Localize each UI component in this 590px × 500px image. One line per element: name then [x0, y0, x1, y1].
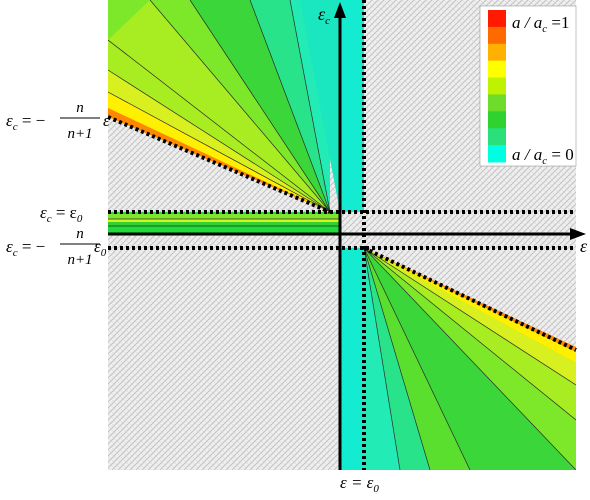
legend-swatches: [488, 10, 506, 163]
ratio-numerator: n: [76, 100, 84, 116]
fan-sector: [108, 0, 330, 212]
line-eps-c-neg-ratio: [107, 115, 331, 214]
legend: a / ac =1 a / ac = 0: [479, 5, 577, 167]
legend-top-label: a / ac =1: [512, 13, 569, 35]
left-labels: εc = − n n+1 ε εc = ε0 εc = − n n+1 ε0: [6, 100, 110, 268]
hatched-region: [108, 248, 340, 470]
label-eps-eq-eps0: ε = ε0: [340, 473, 379, 495]
label-eps-c-eq-eps0: εc = ε0: [40, 203, 83, 225]
label-eps-c-neg-ratio: εc = −: [6, 111, 45, 133]
legend-swatch: [488, 111, 506, 129]
band-stripe: [108, 214, 340, 219]
axes: [108, 2, 586, 470]
x-axis-arrow: [570, 228, 586, 240]
ratio-denominator: n+1: [67, 126, 92, 142]
band-stripe: [108, 219, 340, 222]
y-axis-arrow: [334, 2, 346, 18]
band-stripe: [108, 222, 340, 226]
fan-sector: [108, 108, 330, 212]
label-eps0-suffix: ε0: [94, 237, 107, 259]
legend-swatch: [488, 128, 506, 146]
legend-bottom-label: a / ac = 0: [512, 145, 574, 167]
label-eps-c-neg-ratio-eps0: εc = −: [6, 237, 45, 259]
fan-sector: [364, 248, 576, 363]
legend-swatch: [488, 60, 506, 79]
contour-lines: [108, 0, 576, 470]
fan-sector: [364, 248, 576, 352]
legend-swatch: [488, 94, 506, 112]
legend-swatch: [488, 10, 506, 28]
band-gap: [340, 212, 364, 248]
cyan-wedge: [300, 0, 340, 212]
y-axis-label: εc: [318, 4, 330, 27]
legend-swatch: [488, 26, 506, 45]
ratio-denominator: n+1: [67, 252, 92, 268]
legend-swatch: [488, 43, 506, 62]
legend-swatch: [488, 145, 506, 163]
x-axis-label: ε: [580, 236, 588, 256]
legend-swatch: [488, 77, 506, 95]
ratio-numerator: n: [76, 226, 84, 242]
label-eps-suffix: ε: [103, 111, 110, 130]
